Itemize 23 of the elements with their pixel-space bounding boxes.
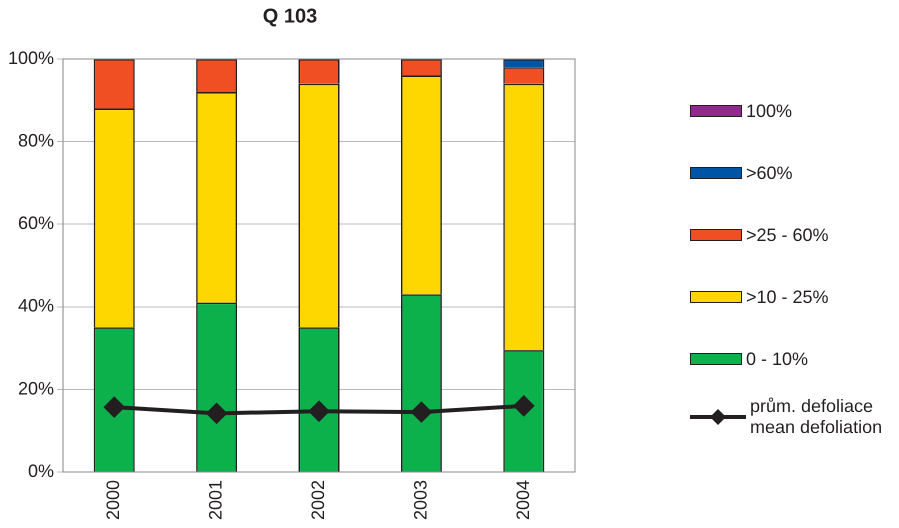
y-tick-label: 20% (18, 378, 54, 398)
y-tick-label: 60% (18, 213, 54, 234)
legend-label: 100% (746, 100, 792, 122)
y-tick-label: 100% (8, 48, 54, 68)
x-tick-label: 2001 (206, 480, 226, 520)
y-tick-label: 40% (18, 296, 54, 316)
y-tick-label: 0% (28, 460, 54, 481)
legend-label: >10 - 25% (746, 286, 829, 308)
point (514, 396, 534, 416)
point (104, 397, 124, 418)
legend-label: 0 - 10% (746, 348, 808, 370)
point (411, 402, 432, 422)
point (206, 403, 227, 424)
point (309, 401, 330, 422)
legend-label: >60% (746, 162, 793, 184)
y-tick-label: 80% (18, 130, 54, 151)
legend-label: >25 - 60% (746, 224, 829, 246)
x-tick-label: 2003 (410, 480, 430, 520)
x-tick-label: 2000 (103, 480, 124, 520)
legend-label: prům. defoliace mean defoliation (750, 396, 882, 438)
x-tick-label: 2002 (308, 480, 328, 520)
chart-title: Q 103 (262, 6, 318, 28)
x-tick-label: 2004 (512, 480, 533, 520)
